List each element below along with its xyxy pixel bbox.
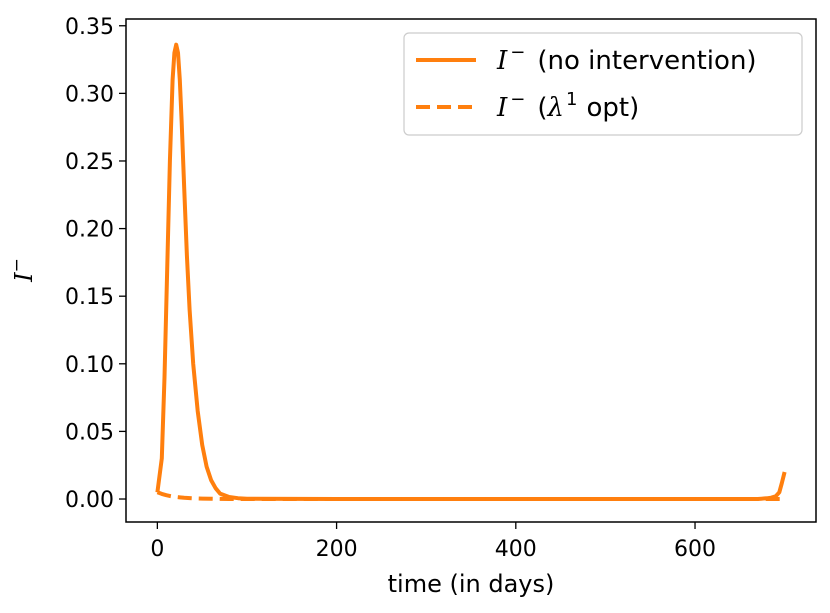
series-layer <box>155 42 787 501</box>
y-tick-label: 0.20 <box>65 218 114 243</box>
x-tick-label: 0 <box>150 537 164 562</box>
legend-paren: ( <box>537 93 547 123</box>
y-axis-ticks: 0.00 0.05 0.10 0.15 0.20 0.25 0.30 0.35 <box>65 15 126 513</box>
x-tick-label: 600 <box>674 537 716 562</box>
legend-entry-no-intervention: I − (no intervention) <box>496 42 757 76</box>
legend: I − (no intervention) I − (λ 1 opt) <box>403 32 803 136</box>
y-tick-label: 0.15 <box>65 285 114 310</box>
y-axis-label-superscript: − <box>7 258 27 272</box>
legend-text: (no intervention) <box>537 46 756 76</box>
y-tick-label: 0.30 <box>65 82 114 107</box>
y-tick-label: 0.00 <box>65 488 114 513</box>
series-line-lambda-opt <box>156 490 785 501</box>
legend-greek-superscript: 1 <box>566 89 577 110</box>
x-tick-label: 400 <box>495 537 537 562</box>
legend-symbol: I <box>496 93 508 123</box>
legend-text: opt) <box>586 93 639 123</box>
y-tick-label: 0.35 <box>65 15 114 40</box>
x-tick-label: 200 <box>316 537 358 562</box>
legend-superscript: − <box>510 42 525 63</box>
legend-entry-lambda-opt: I − (λ 1 opt) <box>496 89 639 123</box>
legend-greek: λ <box>547 93 564 123</box>
y-axis-label: I− <box>7 258 38 283</box>
y-tick-label: 0.25 <box>65 150 114 175</box>
legend-box <box>403 32 803 136</box>
x-axis-ticks: 0 200 400 600 <box>150 522 716 562</box>
x-axis-label: time (in days) <box>388 570 555 598</box>
plot-frame <box>125 18 817 523</box>
y-tick-label: 0.10 <box>65 353 114 378</box>
legend-superscript: − <box>510 89 525 110</box>
legend-symbol: I <box>496 46 508 76</box>
y-axis-label-symbol: I <box>10 272 38 283</box>
y-tick-label: 0.05 <box>65 420 114 445</box>
